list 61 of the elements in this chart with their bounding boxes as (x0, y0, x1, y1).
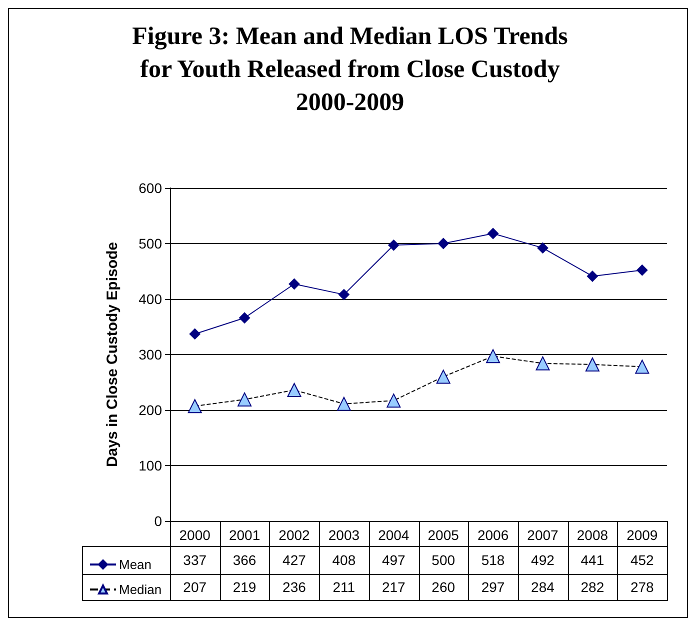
data-label: 211 (332, 578, 356, 597)
data-label: 217 (380, 578, 406, 597)
data-label: 278 (629, 578, 655, 597)
x-tick-label: 2009 (626, 527, 658, 543)
y-tick-label: 200 (138, 402, 162, 418)
data-label: 441 (580, 551, 606, 570)
data-label: 337 (182, 551, 208, 570)
point (536, 356, 550, 370)
data-label: 207 (182, 578, 208, 597)
y-tick-label: 300 (138, 346, 162, 362)
point (636, 264, 648, 276)
data-label: 219 (232, 578, 258, 597)
point (239, 312, 250, 324)
point (537, 242, 548, 254)
data-label: 284 (530, 578, 556, 597)
x-tick-label: 2001 (228, 527, 260, 543)
point (287, 383, 302, 398)
data-label: 452 (629, 551, 655, 570)
point (336, 396, 351, 411)
x-tick-label: 2000 (179, 527, 211, 543)
point (586, 270, 598, 282)
data-label: 427 (282, 551, 307, 570)
data-label: 366 (232, 551, 258, 570)
point (585, 357, 600, 372)
x-tick-label: 2007 (527, 527, 559, 543)
data-label: 518 (480, 551, 506, 570)
x-tick-label: 2003 (328, 527, 360, 543)
data-label: 297 (480, 578, 506, 597)
data-label: 492 (530, 551, 556, 570)
point (189, 328, 200, 340)
legend-label: Mean (119, 557, 152, 572)
data-label: 408 (331, 551, 357, 570)
legend-label: Median (119, 582, 162, 597)
y-tick-label: 400 (138, 291, 162, 307)
data-label: 260 (430, 578, 456, 597)
point (388, 240, 400, 251)
x-tick-label: 2006 (477, 527, 509, 543)
x-tick-label: 2008 (576, 527, 608, 543)
y-tick-label: 600 (138, 180, 162, 196)
y-tick-label: 500 (138, 236, 162, 252)
point (488, 228, 499, 240)
point (288, 278, 300, 290)
data-label: 497 (380, 551, 406, 570)
x-tick-label: 2004 (378, 527, 410, 543)
data-label: 500 (430, 551, 456, 570)
chart-title: Figure 3: Mean and Median LOS Trends for Youth Released from Close Custody 2000-2009 (131, 22, 569, 118)
data-label: 236 (282, 578, 307, 597)
y-tick-label: 0 (154, 513, 162, 529)
point (238, 392, 252, 406)
y-axis-title: Days in Close Custody Episode (104, 242, 121, 468)
point (436, 370, 450, 384)
x-tick-label: 2005 (428, 527, 460, 543)
point (386, 394, 401, 408)
point (188, 399, 202, 414)
y-tick-label: 100 (138, 458, 162, 474)
data-label: 282 (580, 578, 606, 597)
x-tick-label: 2002 (278, 527, 310, 543)
point (486, 349, 500, 364)
point (338, 289, 350, 300)
point (635, 360, 650, 374)
point (438, 238, 449, 249)
